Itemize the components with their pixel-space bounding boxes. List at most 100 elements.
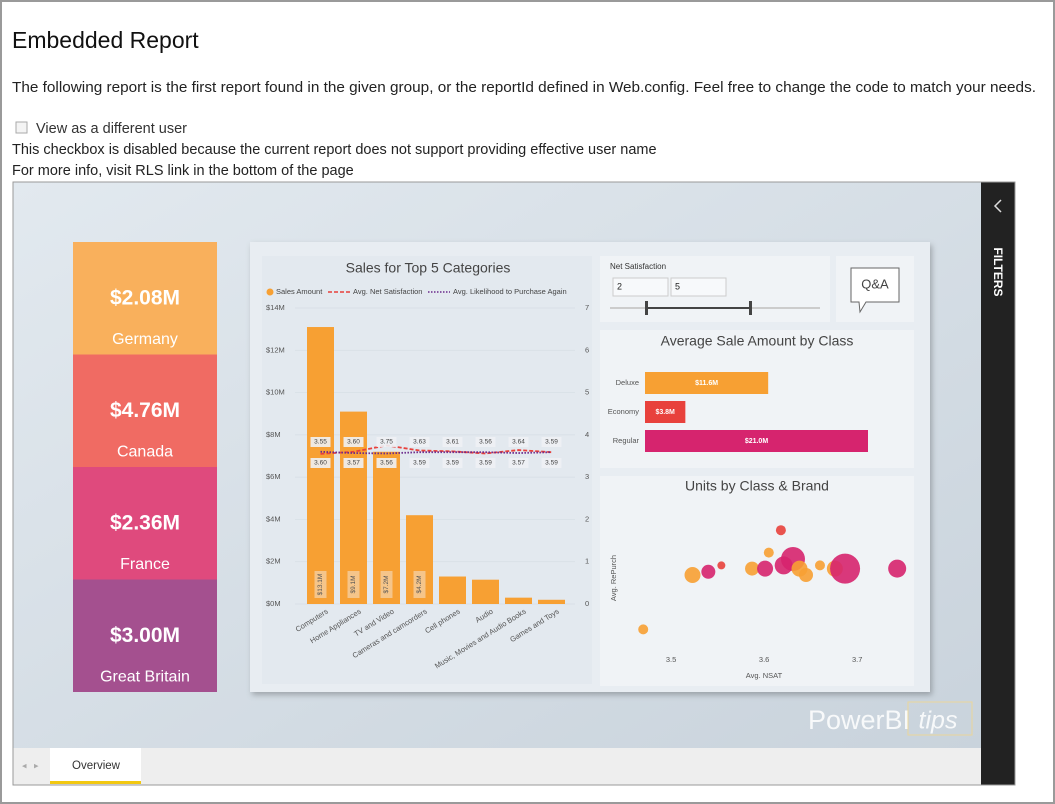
kpi-card — [73, 579, 217, 692]
y2-tick-label: 4 — [585, 430, 589, 439]
line-label-bg — [442, 458, 463, 468]
bar-label: $3.8M — [655, 409, 675, 416]
filters-label[interactable]: FILTERS — [991, 247, 1005, 296]
kpi-card — [73, 467, 217, 580]
bar-label: $21.0M — [745, 438, 769, 445]
qa-label[interactable]: Q&A — [861, 276, 889, 291]
line-label: 3.56 — [479, 439, 492, 446]
y-tick-label: $8M — [266, 430, 281, 439]
y2-tick-label: 2 — [585, 514, 589, 523]
bar-label: $11.6M — [695, 380, 718, 387]
bar-label: $7.2M — [383, 575, 390, 593]
line-label-bg — [376, 437, 397, 447]
line-label: 3.57 — [347, 460, 360, 467]
kpi-value: $2.08M — [110, 287, 180, 310]
chart-title: Units by Class & Brand — [685, 478, 829, 494]
legend-swatch — [266, 288, 274, 296]
slider-handle[interactable] — [645, 301, 648, 315]
y2-tick-label: 7 — [585, 303, 589, 312]
line-label: 3.56 — [380, 460, 393, 467]
y-tick-label: $2M — [266, 557, 281, 566]
line-label-bg — [508, 437, 529, 447]
description: The following report is the first report… — [12, 80, 1036, 96]
slicer-min[interactable]: 2 — [617, 281, 622, 291]
tab-next[interactable]: ▸ — [34, 760, 39, 770]
line-label-bg — [508, 458, 529, 468]
bar-label-bg — [413, 571, 426, 598]
bar — [472, 579, 499, 604]
bubble — [775, 525, 786, 536]
kpi-value: $4.76M — [110, 399, 180, 422]
kpi-value: $2.36M — [110, 512, 180, 535]
line-label-bg — [541, 458, 562, 468]
bar — [645, 401, 686, 423]
chart-title: Average Sale Amount by Class — [661, 333, 854, 349]
line-label: 3.55 — [314, 439, 327, 446]
legend-label: Avg. Likelihood to Purchase Again — [453, 287, 567, 296]
bar-label-bg — [347, 571, 360, 598]
line-label-bg — [475, 437, 496, 447]
page-title: Embedded Report — [12, 27, 199, 53]
line-label-bg — [409, 437, 430, 447]
bubble — [745, 561, 760, 576]
chart-title: Sales for Top 5 Categories — [346, 260, 511, 276]
bar-label: $4.2M — [416, 575, 423, 593]
slider-handle[interactable] — [749, 301, 752, 315]
x-tick-label: 3.6 — [759, 655, 769, 664]
bar-label-bg — [314, 571, 327, 598]
bubble — [814, 560, 825, 571]
bar-label-bg — [380, 571, 393, 598]
note: This checkbox is disabled because the cu… — [12, 142, 657, 158]
bubble — [830, 553, 861, 584]
y2-tick-label: 3 — [585, 472, 589, 481]
y-tick-label: $0M — [266, 599, 281, 608]
line-label-bg — [541, 437, 562, 447]
kpi-value: $3.00M — [110, 624, 180, 647]
kpi-label: Great Britain — [100, 669, 190, 686]
line-label: 3.64 — [512, 439, 525, 446]
bar — [439, 576, 466, 604]
slicer-max[interactable]: 5 — [675, 281, 680, 291]
bubble — [701, 564, 716, 579]
qa-icon[interactable] — [850, 267, 900, 314]
slicer-input[interactable] — [612, 277, 669, 297]
line-label-bg — [343, 437, 364, 447]
bar — [538, 599, 565, 604]
y-tick-label: $6M — [266, 472, 281, 481]
line-label: 3.59 — [479, 460, 492, 467]
chevron[interactable] — [993, 199, 1002, 213]
category-label: Economy — [608, 407, 640, 416]
kpi-label: Germany — [112, 331, 178, 348]
line-label: 3.59 — [413, 460, 426, 467]
line-label: 3.63 — [413, 439, 426, 446]
line-label-bg — [310, 437, 331, 447]
kpi-card — [73, 354, 217, 467]
tab-label[interactable]: Overview — [72, 760, 121, 772]
bubble — [638, 624, 649, 635]
checkbox-label: View as a different user — [36, 121, 187, 137]
bar-label: $9.1M — [350, 575, 357, 593]
bar-label: $13.1M — [317, 574, 324, 596]
y-axis-label: Avg. RePurch — [609, 555, 618, 601]
line-label: 3.59 — [446, 460, 459, 467]
x-tick-label: 3.5 — [666, 655, 676, 664]
bubble — [763, 547, 774, 558]
line-label: 3.60 — [314, 460, 327, 467]
note: For more info, visit RLS link in the bot… — [12, 163, 354, 179]
tab-bar — [13, 748, 981, 785]
watermark: PowerBI — [808, 705, 910, 735]
category-label: Regular — [613, 436, 640, 445]
y-tick-label: $10M — [266, 388, 285, 397]
line-label: 3.59 — [545, 439, 558, 446]
line — [320, 450, 552, 455]
line-label: 3.61 — [446, 439, 459, 446]
filters-pane[interactable] — [981, 182, 1015, 785]
tab-prev[interactable]: ◂ — [22, 760, 27, 770]
slicer-title: Net Satisfaction — [610, 262, 666, 271]
tab-underline — [50, 781, 141, 784]
tab[interactable] — [50, 748, 141, 783]
slicer-input[interactable] — [670, 277, 727, 297]
kpi-label: Canada — [117, 444, 173, 461]
